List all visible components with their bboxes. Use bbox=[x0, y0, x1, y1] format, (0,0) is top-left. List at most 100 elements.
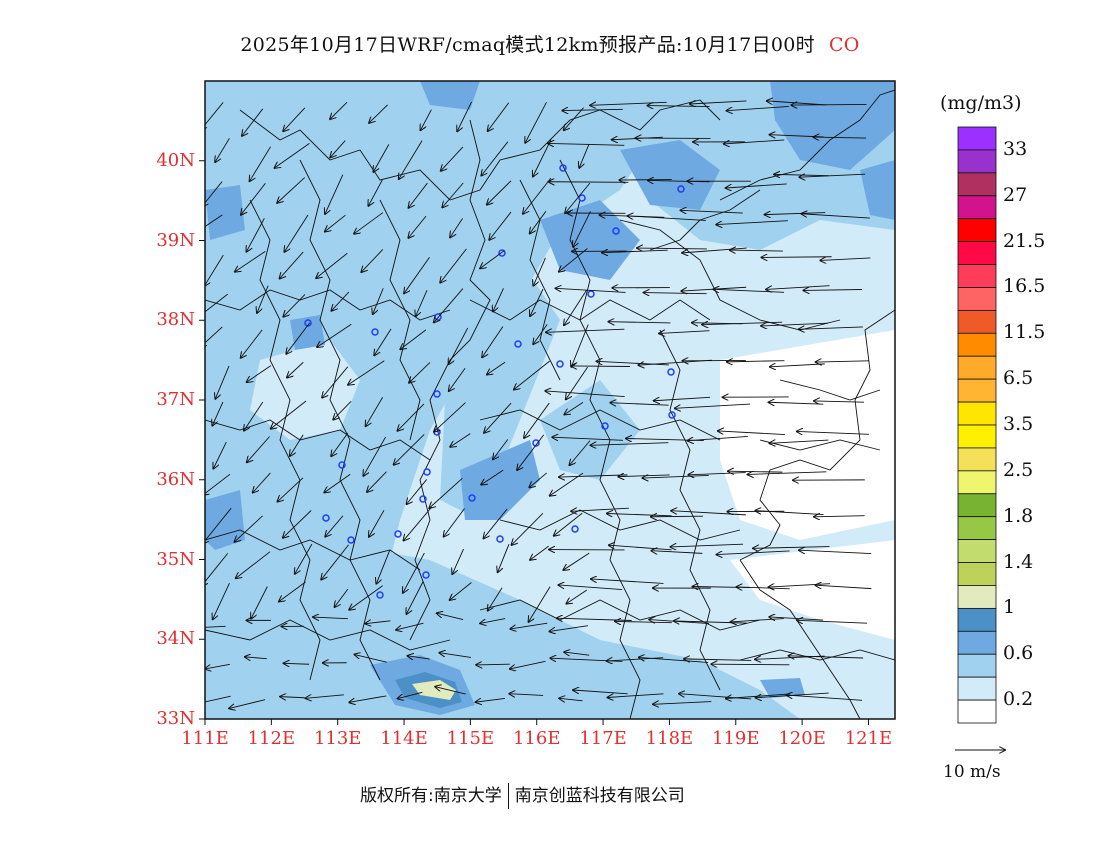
lat-label: 34N bbox=[156, 628, 195, 650]
wind-arrow bbox=[354, 212, 384, 234]
lon-label: 114E bbox=[380, 728, 428, 749]
wind-arrow bbox=[235, 515, 263, 542]
wind-arrow bbox=[321, 544, 349, 580]
colorbar-swatch bbox=[957, 264, 997, 288]
wind-arrow bbox=[681, 210, 743, 213]
title-text: 2025年10月17日WRF/cmaq模式12km预报产品:10月17日00时 bbox=[240, 34, 815, 56]
wind-arrow bbox=[608, 693, 664, 698]
wind-arrow bbox=[523, 177, 552, 214]
wind-arrow bbox=[607, 513, 672, 515]
wind-arrow bbox=[317, 323, 352, 347]
wind-arrow bbox=[280, 251, 304, 279]
lon-label: 112E bbox=[247, 728, 296, 749]
wind-arrow bbox=[369, 104, 388, 123]
wind-arrow bbox=[564, 401, 584, 414]
wind-arrow bbox=[766, 285, 830, 290]
wind-arrow bbox=[565, 182, 591, 213]
colorbar-level-label: 21.5 bbox=[1003, 229, 1046, 252]
wind-arrow bbox=[799, 327, 863, 329]
wind-arrow bbox=[251, 586, 268, 618]
wind-arrow bbox=[570, 440, 591, 465]
wind-arrow bbox=[737, 587, 790, 589]
lon-label: 121E bbox=[844, 728, 893, 749]
wind-arrow bbox=[688, 473, 746, 475]
wind-arrow bbox=[434, 402, 466, 432]
wind-arrow bbox=[517, 434, 545, 470]
copyright-left: 版权所有:南京大学 bbox=[360, 786, 502, 806]
wind-arrow bbox=[325, 214, 346, 231]
lat-label: 35N bbox=[156, 548, 195, 570]
wind-arrow bbox=[396, 622, 424, 630]
wind-arrow bbox=[728, 471, 783, 472]
wind-arrow bbox=[403, 552, 425, 593]
wind-arrow bbox=[361, 249, 384, 272]
wind-arrow bbox=[406, 581, 424, 614]
wind-arrow bbox=[205, 254, 224, 286]
colorbar-swatch bbox=[957, 607, 997, 632]
colorbar-swatch bbox=[957, 172, 997, 197]
wind-arrow bbox=[530, 211, 547, 233]
wind-arrow bbox=[727, 106, 789, 110]
colorbar-level-label: 1.4 bbox=[1003, 550, 1034, 573]
colorbar-swatch bbox=[957, 676, 997, 701]
wind-arrow bbox=[244, 401, 264, 431]
colorbar-level-label: 1 bbox=[1003, 596, 1016, 619]
colorbar-swatch bbox=[957, 585, 997, 609]
wind-arrow bbox=[529, 472, 547, 487]
wind-arrow bbox=[654, 396, 711, 400]
colorbar-swatch bbox=[957, 195, 997, 220]
wind-arrow bbox=[484, 402, 512, 433]
colorbar-swatch bbox=[957, 126, 997, 151]
wind-arrow bbox=[651, 551, 703, 554]
colorbar-swatch bbox=[957, 493, 997, 518]
lon-label: 120E bbox=[778, 728, 826, 749]
wind-arrow bbox=[279, 581, 306, 602]
wind-arrow bbox=[529, 586, 551, 622]
wind-arrow bbox=[533, 257, 546, 286]
wind-arrow bbox=[533, 324, 548, 344]
colorbar-level-label: 1.8 bbox=[1003, 504, 1034, 527]
wind-arrow bbox=[566, 589, 588, 604]
wind-arrow bbox=[205, 625, 226, 628]
wind-arrow bbox=[579, 143, 590, 168]
wind-reference-label: 10 m/s bbox=[943, 762, 1001, 782]
colorbar-swatch bbox=[957, 241, 997, 265]
colorbar-swatch bbox=[957, 630, 997, 655]
lon-label: 117E bbox=[579, 728, 627, 749]
wind-arrow bbox=[235, 250, 266, 271]
wind-arrow bbox=[421, 109, 432, 130]
wind-arrow bbox=[205, 102, 224, 129]
wind-arrow bbox=[449, 327, 469, 364]
wind-arrow bbox=[368, 179, 383, 206]
wind-arrow bbox=[524, 402, 550, 438]
colorbar-units: (mg/m3) bbox=[940, 92, 1022, 114]
wind-arrow bbox=[367, 471, 387, 492]
wind-arrow bbox=[245, 657, 267, 659]
wind-arrow bbox=[548, 143, 625, 145]
wind-arrow bbox=[488, 587, 503, 611]
colorbar-level-label: 11.5 bbox=[1003, 321, 1046, 344]
wind-arrow bbox=[450, 218, 463, 237]
wind-arrow bbox=[441, 146, 464, 171]
lon-label: 118E bbox=[645, 728, 694, 749]
wind-arrow bbox=[349, 585, 383, 610]
wind-arrow bbox=[716, 220, 788, 225]
wind-arrow bbox=[718, 431, 785, 436]
colorbar-swatch bbox=[957, 516, 997, 541]
wind-arrow bbox=[215, 365, 230, 399]
wind-arrow bbox=[480, 618, 506, 624]
wind-arrow bbox=[724, 139, 785, 144]
wind-arrow bbox=[602, 250, 668, 253]
wind-arrow bbox=[376, 550, 391, 583]
wind-arrow bbox=[373, 288, 384, 314]
wind-arrow bbox=[797, 620, 868, 623]
wind-arrow bbox=[366, 397, 384, 426]
wind-arrow bbox=[397, 403, 425, 431]
wind-arrow bbox=[213, 441, 227, 468]
lat-label: 33N bbox=[156, 708, 195, 729]
wind-arrow bbox=[726, 183, 787, 188]
colorbar-swatch bbox=[957, 447, 997, 472]
wind-arrow bbox=[247, 436, 270, 463]
wind-arrow bbox=[241, 329, 263, 358]
wind-arrow bbox=[564, 652, 590, 655]
